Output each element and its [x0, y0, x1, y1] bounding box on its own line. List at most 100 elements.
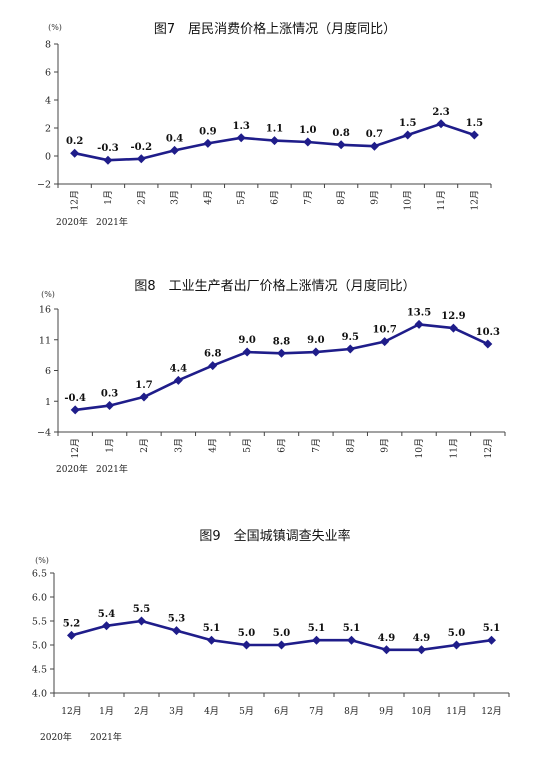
- data-label: 2.3: [432, 107, 449, 118]
- x-tick-label: 1月: [99, 706, 114, 717]
- x-tick-label: 12月: [483, 438, 494, 458]
- data-point: [203, 138, 213, 148]
- x-tick-label: 9月: [369, 190, 380, 205]
- unit-label: (%): [35, 556, 49, 565]
- data-point: [242, 640, 251, 650]
- data-label: 9.0: [307, 335, 324, 346]
- y-tick-label: 8: [45, 40, 51, 51]
- y-tick-label: 5.5: [32, 617, 47, 628]
- x-tick-label: 3月: [170, 190, 181, 205]
- data-label: 13.5: [407, 307, 431, 318]
- x-tick-label: 10月: [414, 438, 425, 458]
- data-label: 5.1: [483, 623, 500, 634]
- x-tick-label: 12月: [70, 438, 81, 458]
- data-point: [312, 635, 321, 645]
- data-point: [336, 140, 346, 150]
- x-tick-label: 1月: [103, 190, 114, 205]
- data-label: 5.5: [133, 604, 150, 615]
- data-label: 6.8: [204, 349, 221, 360]
- data-label: 1.5: [399, 118, 416, 129]
- data-point: [487, 635, 496, 645]
- data-label: 1.5: [466, 118, 483, 129]
- data-label: 5.0: [448, 628, 465, 639]
- data-point: [102, 621, 111, 631]
- data-point: [469, 130, 479, 140]
- year-label: 2020年: [56, 216, 88, 228]
- x-tick-label: 5月: [242, 438, 253, 453]
- x-tick-label: 1月: [105, 438, 116, 453]
- data-label: 5.4: [98, 609, 115, 620]
- unit-label: (%): [48, 23, 62, 32]
- data-label: 1.3: [232, 121, 249, 132]
- data-label: 10.7: [372, 325, 396, 336]
- x-tick-label: 2月: [134, 706, 149, 717]
- data-point: [236, 133, 246, 143]
- x-tick-label: 11月: [448, 438, 459, 458]
- data-label: 0.7: [366, 129, 383, 140]
- y-tick-label: 6: [45, 366, 51, 377]
- data-point: [448, 323, 458, 333]
- data-label: 0.4: [166, 133, 183, 144]
- data-label: 5.2: [63, 618, 80, 629]
- data-point: [452, 640, 461, 650]
- chart-title: 图8 工业生产者出厂价格上涨情况（月度同比）: [134, 278, 415, 294]
- y-tick-label: 4.0: [32, 689, 47, 700]
- y-tick-label: 4.5: [32, 665, 47, 676]
- x-tick-label: 12月: [70, 190, 81, 210]
- x-tick-label: 11月: [436, 190, 447, 210]
- x-tick-label: 7月: [311, 438, 322, 453]
- data-point: [242, 347, 252, 357]
- x-tick-label: 4月: [208, 438, 219, 453]
- x-tick-label: 10月: [403, 190, 414, 210]
- x-tick-label: 6月: [270, 190, 281, 205]
- x-tick-label: 2月: [136, 190, 147, 205]
- data-point: [103, 155, 113, 165]
- x-tick-label: 8月: [345, 438, 356, 453]
- data-label: -0.4: [64, 393, 86, 404]
- data-point: [417, 645, 426, 655]
- x-tick-label: 6月: [274, 706, 289, 717]
- year-label: 2021年: [96, 216, 128, 228]
- data-point: [403, 130, 413, 140]
- data-label: -0.3: [97, 143, 119, 154]
- data-point: [105, 401, 115, 411]
- data-point: [414, 319, 424, 329]
- data-point: [303, 137, 313, 147]
- chart-title: 图9 全国城镇调查失业率: [199, 528, 350, 544]
- x-tick-label: 12月: [469, 190, 480, 210]
- year-label: 2020年: [40, 731, 72, 743]
- y-tick-label: 5.0: [32, 641, 47, 652]
- data-label: 0.2: [66, 136, 83, 147]
- x-tick-label: 5月: [236, 190, 247, 205]
- x-tick-label: 7月: [309, 706, 324, 717]
- y-tick-label: 0: [45, 152, 51, 163]
- y-tick-label: −4: [37, 428, 51, 439]
- data-label: 1.1: [266, 124, 283, 135]
- data-point: [311, 347, 321, 357]
- x-tick-label: 10月: [411, 706, 431, 717]
- data-point: [483, 339, 493, 349]
- data-point: [207, 635, 216, 645]
- data-point: [382, 645, 391, 655]
- data-label: 1.7: [135, 380, 152, 391]
- data-label: 12.9: [441, 311, 465, 322]
- y-tick-label: 6.0: [32, 593, 47, 604]
- data-point: [70, 148, 80, 158]
- chart-title: 图7 居民消费价格上涨情况（月度同比）: [154, 21, 396, 37]
- data-point: [70, 405, 80, 415]
- x-tick-label: 9月: [379, 706, 394, 717]
- data-point: [136, 154, 146, 164]
- x-tick-label: 4月: [203, 190, 214, 205]
- data-point: [347, 635, 356, 645]
- data-point: [270, 136, 279, 146]
- data-point: [436, 119, 446, 129]
- x-tick-label: 7月: [303, 190, 314, 205]
- data-label: -0.2: [130, 142, 152, 153]
- y-tick-label: 6: [45, 68, 51, 79]
- data-label: 0.3: [101, 389, 118, 400]
- data-point: [172, 626, 181, 636]
- data-label: 8.8: [273, 336, 290, 347]
- data-label: 5.0: [238, 628, 255, 639]
- data-label: 5.3: [168, 614, 185, 625]
